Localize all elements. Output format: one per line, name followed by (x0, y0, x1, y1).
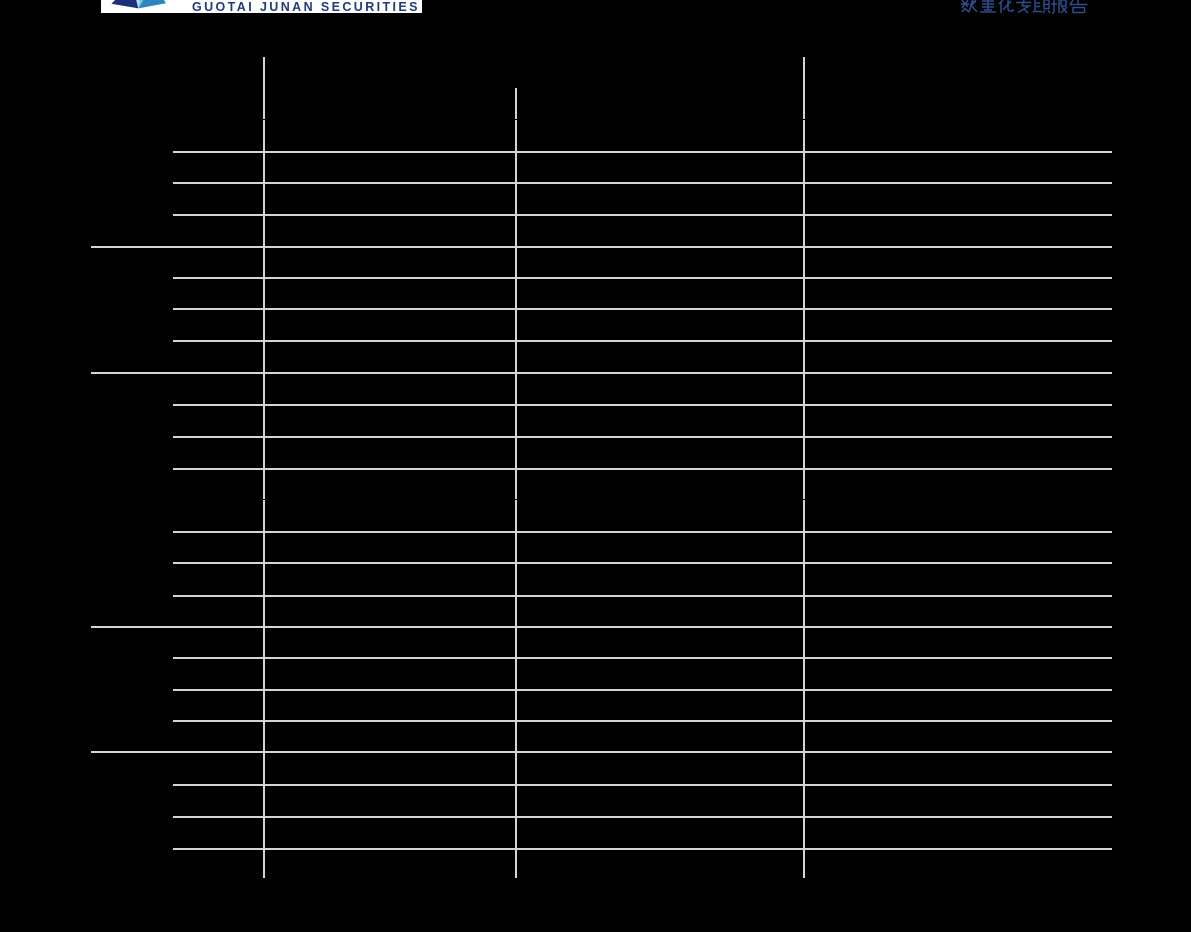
svg-text:GUOTAI JUNAN SECURITIES: GUOTAI JUNAN SECURITIES (192, 0, 420, 14)
